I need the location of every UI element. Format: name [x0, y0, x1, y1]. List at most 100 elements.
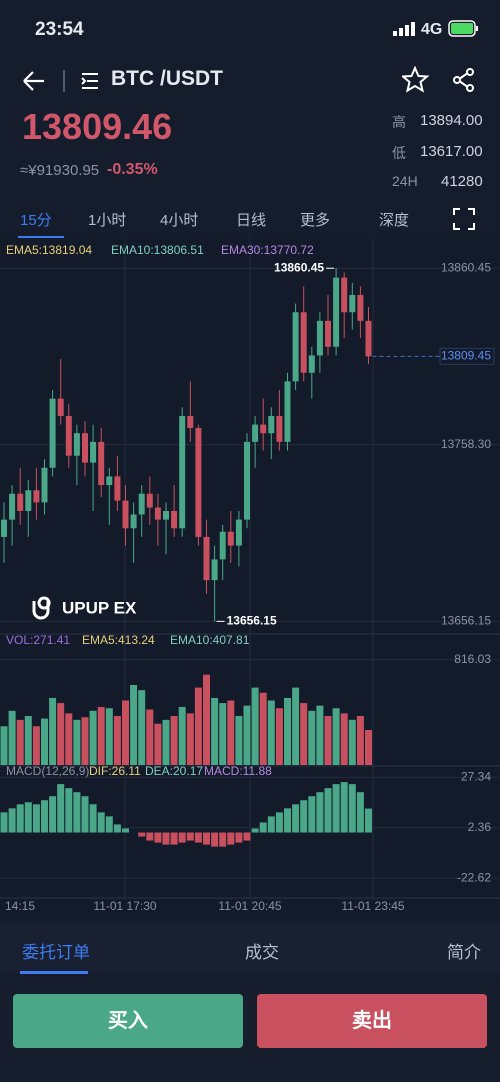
legend-item: MACD(12,26,9) [6, 764, 89, 778]
macd-bar [81, 796, 89, 833]
tab-indicator [18, 236, 64, 239]
candle-body [333, 277, 340, 347]
y-tick-label: 816.03 [454, 652, 491, 666]
volume-bar [81, 717, 89, 765]
watermark: UPUP EX [62, 598, 137, 617]
interval-tab[interactable]: 深度 [379, 212, 410, 229]
volume-bar [332, 708, 340, 765]
candle-body [146, 493, 153, 508]
bottom-tab-bar [0, 922, 500, 974]
volume-bar [348, 719, 356, 765]
macd-bar [292, 804, 300, 833]
buy-button[interactable]: 买入 [13, 994, 243, 1048]
candle-body [122, 500, 129, 529]
macd-bar [219, 832, 227, 847]
high-value: 13894.00 [420, 112, 483, 129]
candle-body [90, 441, 97, 463]
volume-bar [251, 687, 259, 765]
candle-body [9, 493, 16, 520]
last-price-label: 13809.45 [441, 349, 491, 363]
volume-bar [365, 729, 372, 765]
volume-bar [170, 715, 178, 765]
volume-bar [57, 703, 65, 765]
macd-bar [186, 832, 194, 841]
candle-body [365, 320, 372, 357]
candle-body [187, 415, 194, 429]
candle-body [57, 398, 64, 416]
bottom-tab[interactable]: 成交 [245, 943, 279, 962]
volume-value: 41280 [441, 173, 483, 190]
candle-body [49, 398, 56, 468]
candle-body [33, 490, 40, 503]
candle-body [1, 519, 7, 537]
legend-item: MACD:11.88 [204, 764, 272, 778]
y-tick-label: 27.34 [461, 770, 491, 784]
last-price-box [439, 347, 495, 365]
macd-bar [284, 808, 291, 833]
candle-body [325, 320, 331, 347]
candle-body [284, 381, 291, 442]
macd-bar [32, 804, 40, 833]
volume-bar [308, 710, 316, 765]
volume-bar [356, 715, 364, 765]
macd-bar [65, 788, 73, 833]
candle-body [82, 433, 88, 463]
sell-button[interactable]: 卖出 [257, 994, 487, 1048]
interval-tab[interactable]: 1小时 [88, 212, 127, 229]
candle-body [227, 531, 234, 546]
interval-tab[interactable]: 日线 [236, 212, 267, 229]
bottom-tab-indicator [20, 971, 88, 974]
cny-price: ≈¥91930.95 [20, 162, 100, 179]
candle-body [211, 559, 218, 581]
bottom-tab[interactable]: 委托订单 [22, 943, 90, 962]
interval-tab[interactable]: 4小时 [160, 212, 199, 229]
legend-item: DEA:20.17 [145, 764, 203, 778]
signal-icon [393, 22, 415, 36]
macd-bar [57, 784, 65, 833]
volume-bar [0, 726, 8, 765]
y-tick-label: 13860.45 [441, 260, 491, 274]
bottom-tab[interactable]: 简介 [447, 943, 481, 962]
legend-item: EMA30:13770.72 [221, 243, 314, 257]
macd-bar [227, 832, 235, 845]
macd-bar [122, 828, 129, 833]
volume-bar [162, 719, 170, 765]
macd-bar [365, 808, 372, 833]
volume-bar [324, 715, 332, 765]
header-actions[interactable] [402, 66, 482, 94]
volume-label: 24H [392, 173, 418, 189]
volume-bar [203, 674, 210, 765]
candle-body [276, 415, 283, 442]
macd-bar [89, 804, 97, 833]
candle-body [154, 507, 161, 520]
volume-bar [211, 697, 219, 765]
macd-bar [275, 812, 283, 833]
volume-bar [8, 710, 16, 765]
interval-tab[interactable]: 15分 [20, 212, 52, 229]
pair-title[interactable]: BTC /USDT [111, 67, 223, 90]
macd-bar [16, 804, 24, 833]
candle-body [316, 320, 323, 356]
macd-bar [194, 832, 202, 843]
fullscreen-icon[interactable] [453, 208, 475, 230]
candle-body [17, 493, 24, 512]
y-tick-label: 2.36 [468, 820, 492, 834]
macd-bar [162, 832, 170, 845]
volume-bar [259, 692, 267, 765]
volume-bar [89, 710, 97, 765]
high-label: 13860.45 [274, 260, 324, 274]
volume-bar [65, 713, 73, 765]
legend-item: EMA5:13819.04 [6, 243, 92, 257]
network-type: 4G [421, 21, 443, 38]
macd-bar [146, 832, 154, 841]
interval-tab[interactable]: 更多 [300, 212, 331, 229]
high-label: 高 [392, 114, 406, 130]
candle-body [195, 428, 202, 537]
macd-bar [8, 808, 16, 833]
macd-bar [356, 792, 364, 833]
volume-bar [122, 700, 129, 765]
macd-bar [73, 792, 81, 833]
header-icons[interactable] [20, 68, 110, 94]
candle-body [41, 467, 48, 503]
volume-bar [113, 715, 121, 765]
